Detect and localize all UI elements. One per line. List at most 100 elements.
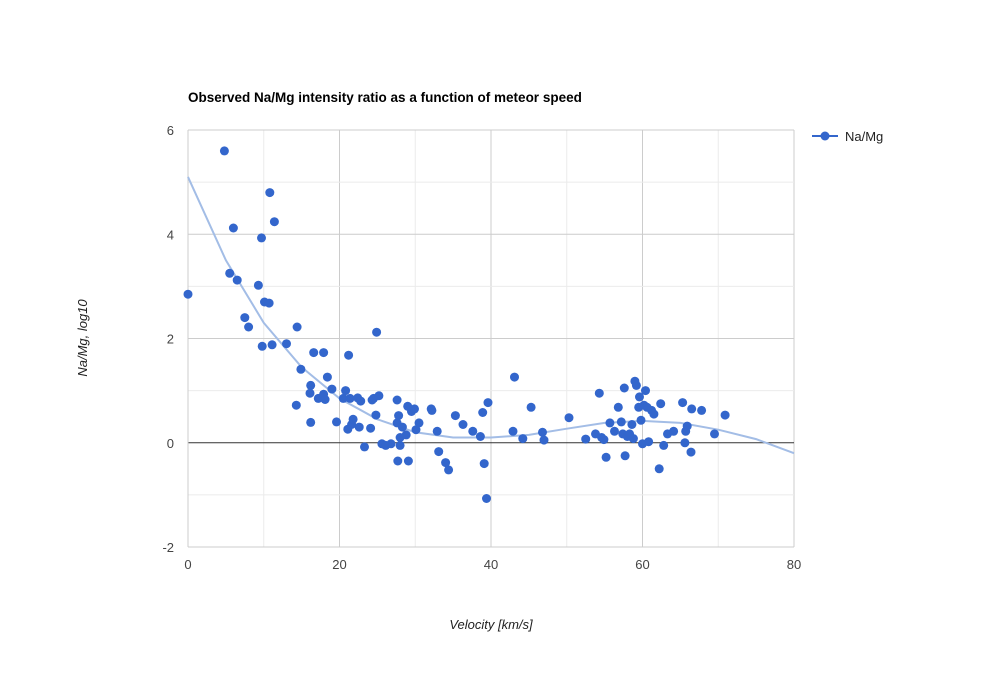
data-point[interactable] <box>345 393 355 403</box>
data-point[interactable] <box>682 421 692 431</box>
data-point[interactable] <box>327 384 337 394</box>
data-point[interactable] <box>686 447 696 457</box>
data-point[interactable] <box>644 437 654 447</box>
data-point[interactable] <box>720 410 730 420</box>
data-point[interactable] <box>309 348 319 358</box>
data-point[interactable] <box>605 418 615 428</box>
legend[interactable]: Na/Mg <box>812 129 883 144</box>
data-point[interactable] <box>599 435 609 445</box>
data-point[interactable] <box>403 456 413 466</box>
data-point[interactable] <box>366 423 376 433</box>
data-point[interactable] <box>627 420 637 429</box>
data-point[interactable] <box>305 388 315 398</box>
data-point[interactable] <box>475 432 485 441</box>
data-point[interactable] <box>320 395 330 404</box>
data-point[interactable] <box>374 391 384 401</box>
data-point[interactable] <box>613 402 623 412</box>
data-point[interactable] <box>483 398 493 408</box>
data-point[interactable] <box>341 386 351 396</box>
data-point[interactable] <box>654 464 664 474</box>
data-point[interactable] <box>344 350 354 360</box>
data-point[interactable] <box>395 440 405 450</box>
data-point[interactable] <box>183 289 193 299</box>
data-point[interactable] <box>393 456 403 466</box>
data-point[interactable] <box>680 438 690 448</box>
data-point[interactable] <box>257 233 266 243</box>
data-point[interactable] <box>581 434 591 444</box>
data-point[interactable] <box>372 327 382 337</box>
data-point[interactable] <box>539 435 549 445</box>
data-point[interactable] <box>225 268 235 278</box>
data-point[interactable] <box>244 322 254 332</box>
data-point[interactable] <box>269 217 279 227</box>
data-point[interactable] <box>253 280 263 290</box>
data-point[interactable] <box>631 380 641 390</box>
data-point[interactable] <box>450 411 460 421</box>
data-point[interactable] <box>616 417 626 427</box>
data-point[interactable] <box>306 417 316 427</box>
data-point[interactable] <box>482 494 491 503</box>
data-point[interactable] <box>360 442 369 452</box>
data-point[interactable] <box>669 426 679 436</box>
data-point[interactable] <box>478 408 488 417</box>
data-point[interactable] <box>444 465 454 475</box>
data-point[interactable] <box>656 399 666 409</box>
data-point[interactable] <box>291 400 301 410</box>
data-point[interactable] <box>619 383 629 393</box>
data-point[interactable] <box>392 395 402 405</box>
data-point[interactable] <box>411 425 421 435</box>
data-point[interactable] <box>510 372 519 382</box>
data-point[interactable] <box>610 426 619 436</box>
data-point[interactable] <box>628 434 638 444</box>
data-point[interactable] <box>292 322 302 332</box>
data-point[interactable] <box>526 402 536 412</box>
data-point[interactable] <box>432 426 442 436</box>
data-point[interactable] <box>468 426 478 436</box>
data-point[interactable] <box>371 410 381 420</box>
data-point[interactable] <box>394 411 404 421</box>
data-point[interactable] <box>338 393 348 403</box>
data-point[interactable] <box>319 348 329 358</box>
data-point[interactable] <box>240 313 250 323</box>
data-point[interactable] <box>434 447 444 457</box>
data-point[interactable] <box>306 380 316 390</box>
data-point[interactable] <box>620 451 630 461</box>
data-point[interactable] <box>635 392 644 402</box>
data-point[interactable] <box>697 405 707 415</box>
data-point[interactable] <box>332 417 341 427</box>
data-point[interactable] <box>601 452 611 462</box>
data-point[interactable] <box>401 430 411 440</box>
data-point[interactable] <box>538 427 547 437</box>
data-point[interactable] <box>479 459 489 469</box>
data-point[interactable] <box>397 422 407 432</box>
data-point[interactable] <box>348 414 358 424</box>
data-point[interactable] <box>441 458 451 468</box>
data-point[interactable] <box>265 188 275 198</box>
data-point[interactable] <box>458 420 468 429</box>
data-point[interactable] <box>232 275 242 285</box>
data-point[interactable] <box>678 398 688 408</box>
data-point[interactable] <box>410 404 419 414</box>
data-point[interactable] <box>282 339 291 349</box>
data-point[interactable] <box>267 340 277 350</box>
data-point[interactable] <box>649 409 659 419</box>
data-point[interactable] <box>228 223 238 233</box>
data-point[interactable] <box>356 396 366 406</box>
data-point[interactable] <box>427 405 437 415</box>
data-point[interactable] <box>636 415 646 425</box>
data-point[interactable] <box>710 429 719 439</box>
data-point[interactable] <box>594 388 604 398</box>
data-point[interactable] <box>257 341 267 351</box>
data-point[interactable] <box>322 372 332 382</box>
data-point[interactable] <box>296 364 306 374</box>
data-point[interactable] <box>386 439 396 449</box>
data-point[interactable] <box>518 434 528 444</box>
data-point[interactable] <box>659 440 669 450</box>
data-point[interactable] <box>508 426 518 436</box>
data-point[interactable] <box>264 298 274 308</box>
data-point[interactable] <box>687 404 697 414</box>
data-point[interactable] <box>641 386 650 396</box>
data-point[interactable] <box>354 422 364 432</box>
data-point[interactable] <box>219 146 229 156</box>
data-point[interactable] <box>414 418 424 428</box>
